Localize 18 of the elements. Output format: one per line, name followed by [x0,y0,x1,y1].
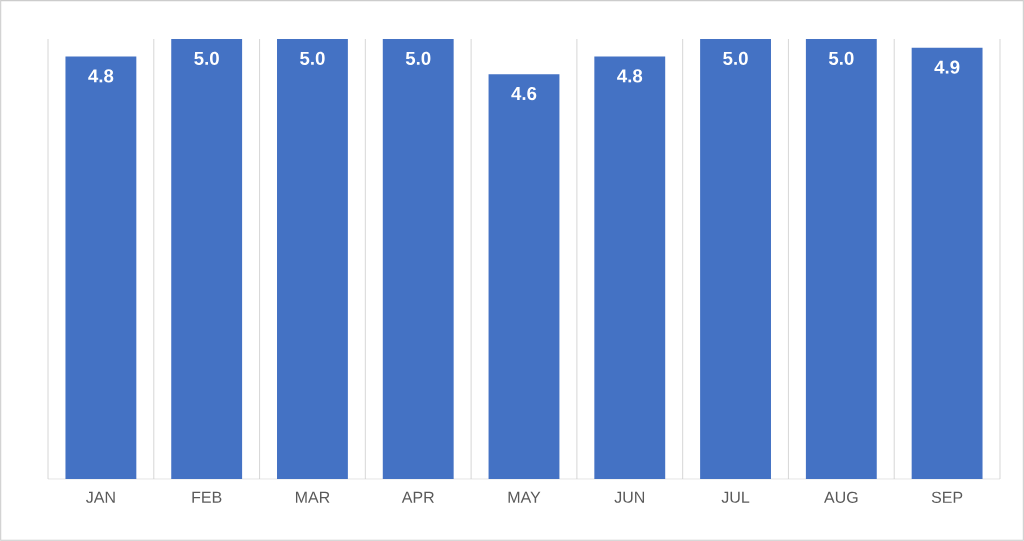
data-label: 4.8 [88,69,114,83]
x-tick-label: SEP [931,491,963,504]
data-label: 5.0 [300,51,325,65]
x-tick-label: MAR [295,491,330,503]
x-tick-label: MAY [508,491,541,503]
x-tick-label: AUG [824,491,858,504]
x-tick-label: FEB [192,491,222,503]
x-tick-label: JAN [86,491,115,503]
data-label: 4.6 [511,86,537,101]
data-label: 4.9 [934,60,960,74]
x-tick-label: APR [401,491,434,503]
data-label: 5.0 [405,51,431,65]
data-label: 5.0 [828,51,854,65]
x-tick-label: JUL [721,491,750,503]
x-tick-label: JUN [614,491,645,503]
data-label: 5.0 [194,51,219,65]
data-label: 5.0 [723,51,748,65]
data-label: 4.8 [617,69,643,83]
